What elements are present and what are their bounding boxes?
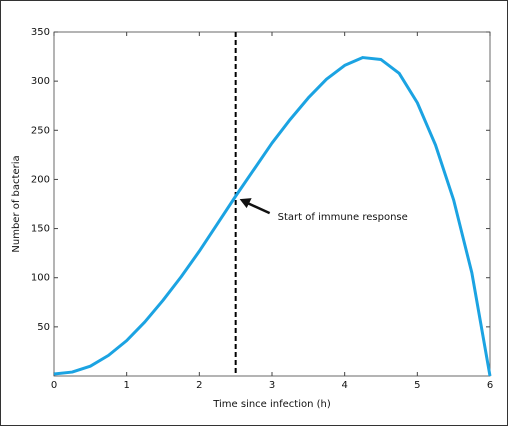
x-tick-label: 0 xyxy=(51,380,57,391)
y-tick-label: 350 xyxy=(31,27,50,38)
annotation-arrow xyxy=(247,201,271,215)
x-axis-label: Time since infection (h) xyxy=(212,399,331,410)
annotation: Start of immune response xyxy=(278,212,408,223)
data-line xyxy=(53,56,492,377)
annotation-arrowhead xyxy=(239,198,252,209)
x-tick-label: 5 xyxy=(414,380,420,391)
y-tick-label: 300 xyxy=(31,76,50,87)
x-tick-label: 4 xyxy=(341,380,347,391)
y-tick-label: 50 xyxy=(37,322,50,333)
x-tick-label: 3 xyxy=(269,380,275,391)
y-tick-label: 150 xyxy=(31,224,50,235)
y-tick-label: 250 xyxy=(31,125,50,136)
y-tick-label: 100 xyxy=(31,273,50,284)
x-tick-label: 1 xyxy=(123,380,129,391)
x-tick-label: 6 xyxy=(487,380,493,391)
y-tick-label: 200 xyxy=(31,174,50,185)
y-axis-label: Number of bacteria xyxy=(11,155,22,252)
x-tick-label: 2 xyxy=(196,380,202,391)
